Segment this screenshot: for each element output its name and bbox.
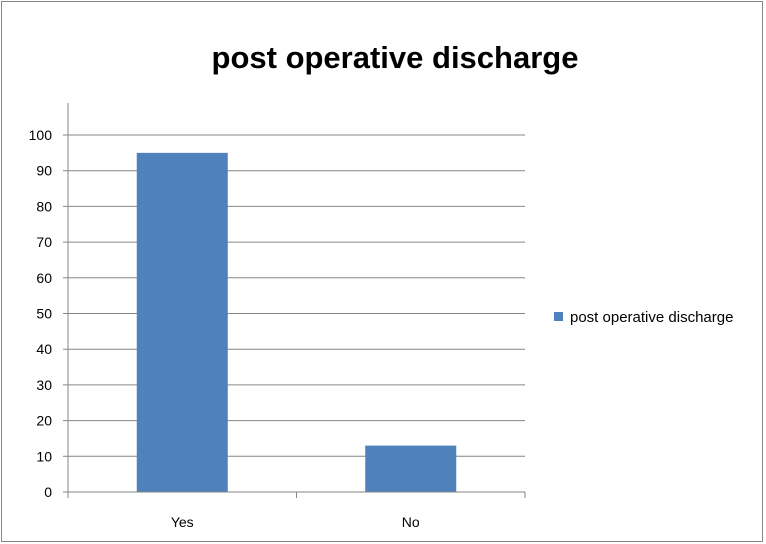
y-tick-label: 50: [36, 306, 52, 322]
bars: [136, 152, 457, 492]
y-axis-ticks: 0 10 20 30 40 50 60 70 80 90 100: [29, 127, 68, 500]
y-tick-label: 80: [36, 198, 52, 214]
x-category-label: No: [402, 514, 420, 530]
legend-label: post operative discharge: [570, 309, 733, 326]
gridlines: [68, 134, 525, 457]
bar-yes: [136, 152, 228, 492]
y-tick-label: 30: [36, 377, 52, 393]
x-axis-categories: Yes No: [171, 514, 420, 530]
y-tick-label: 20: [36, 413, 52, 429]
y-tick-label: 0: [44, 484, 52, 500]
x-category-label: Yes: [171, 514, 194, 530]
y-tick-label: 40: [36, 341, 52, 357]
y-tick-label: 70: [36, 234, 52, 250]
legend-swatch: [554, 312, 563, 321]
axes: [67, 103, 526, 498]
y-tick-label: 90: [36, 163, 52, 179]
y-tick-label: 100: [29, 127, 53, 143]
y-tick-label: 60: [36, 270, 52, 286]
chart-title: post operative discharge: [212, 40, 579, 75]
bar-no: [365, 445, 457, 492]
legend: post operative discharge: [554, 309, 733, 326]
y-tick-label: 10: [36, 448, 52, 464]
